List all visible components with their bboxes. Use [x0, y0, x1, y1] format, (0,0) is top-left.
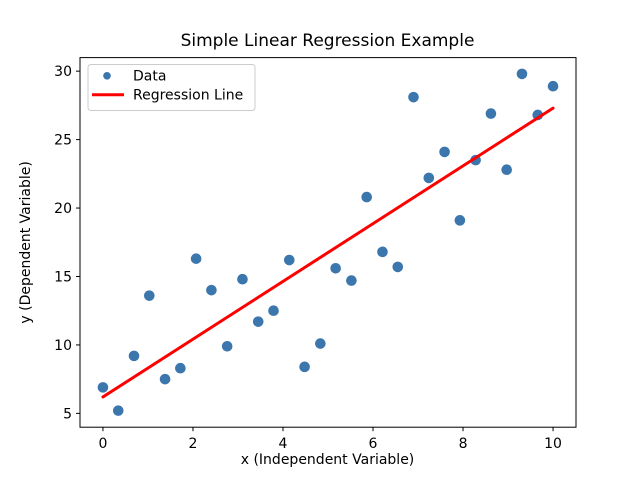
legend-box	[87, 64, 256, 111]
scatter-point	[346, 275, 357, 286]
x-tick-label: 10	[544, 436, 562, 452]
y-tick-label: 15	[54, 269, 72, 285]
scatter-point	[330, 262, 341, 274]
scatter-point	[361, 191, 373, 203]
scatter-point	[97, 382, 109, 393]
x-tick-label: 6	[369, 436, 378, 452]
scatter-point	[454, 215, 466, 226]
scatter-point	[144, 290, 155, 301]
scatter-point	[283, 254, 295, 266]
x-tick-label: 8	[459, 436, 468, 452]
scatter-point	[377, 246, 388, 258]
scatter-point	[516, 68, 528, 80]
y-axis-label: y (Dependent Variable)	[18, 161, 34, 323]
scatter-point	[408, 91, 419, 103]
y-tick-label: 20	[54, 201, 72, 217]
legend-label-data: Data	[133, 69, 166, 85]
regression-line-group	[101, 106, 555, 399]
legend-label-regression: Regression Line	[133, 88, 243, 104]
scatter-point	[175, 362, 186, 374]
scatter-point	[221, 340, 233, 352]
x-tick-label: 2	[189, 436, 198, 452]
scatter-point	[190, 253, 202, 264]
scatter-point	[485, 108, 497, 119]
scatter-point	[439, 146, 450, 158]
y-tick-label: 10	[54, 338, 72, 354]
x-tick-label: 0	[98, 436, 107, 452]
scatter-point	[252, 316, 264, 327]
scatter-point	[237, 273, 248, 285]
x-axis-label: x (Independent Variable)	[241, 452, 415, 468]
scatter-point	[128, 350, 140, 362]
scatter-point	[112, 405, 124, 416]
chart-title: Simple Linear Regression Example	[181, 31, 475, 51]
scatter-point	[547, 80, 559, 92]
scatter-point	[206, 284, 217, 296]
y-tick-label: 5	[63, 406, 72, 422]
y-tick-label: 25	[54, 133, 72, 149]
scatter-point	[268, 305, 279, 317]
legend-data-marker-icon	[103, 72, 111, 80]
regression-line	[101, 106, 555, 399]
x-tick-label: 4	[279, 436, 288, 452]
scatter-point	[315, 338, 326, 349]
scatter-point	[299, 361, 310, 373]
plot-frame	[79, 57, 577, 428]
y-tick-label: 30	[54, 64, 72, 80]
scatter-point	[392, 261, 404, 273]
scatter-series	[97, 68, 559, 416]
axis-ticks: 0 2 4 6 8 10 5 10 15 20 25 30	[54, 64, 562, 452]
scatter-point	[423, 172, 435, 184]
scatter-point	[501, 164, 512, 176]
scatter-point	[159, 373, 171, 385]
legend: Data Regression Line	[87, 64, 256, 111]
